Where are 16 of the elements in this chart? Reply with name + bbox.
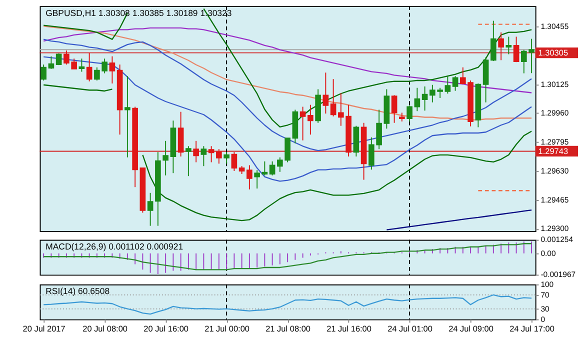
y-tick-label: 1.30125 — [540, 80, 569, 89]
y-tick-label: 1.29795 — [540, 138, 569, 147]
y-tick-label: 0.00 — [540, 248, 556, 258]
y-tick-label: 1.29300 — [540, 224, 569, 234]
y-tick-label: 1.30455 — [540, 22, 569, 31]
y-tick-label: 30 — [540, 304, 550, 314]
chart-title: MACD(12,26,9) 0.001102 0.000921 — [46, 241, 184, 252]
y-tick-label: 0.001254 — [540, 235, 574, 244]
y-tick-label: 100 — [540, 280, 554, 289]
y-tick-label: 1.29465 — [540, 195, 569, 204]
y-tick-label: -0.001967 — [540, 270, 576, 280]
chart-title: RSI(14) 60.6508 — [46, 286, 110, 296]
y-tick-label: 70 — [540, 290, 550, 300]
y-tick-label: 0 — [540, 314, 546, 324]
y-tick-label: 1.29960 — [540, 108, 569, 118]
y-tick-label: 1.29630 — [540, 166, 569, 176]
